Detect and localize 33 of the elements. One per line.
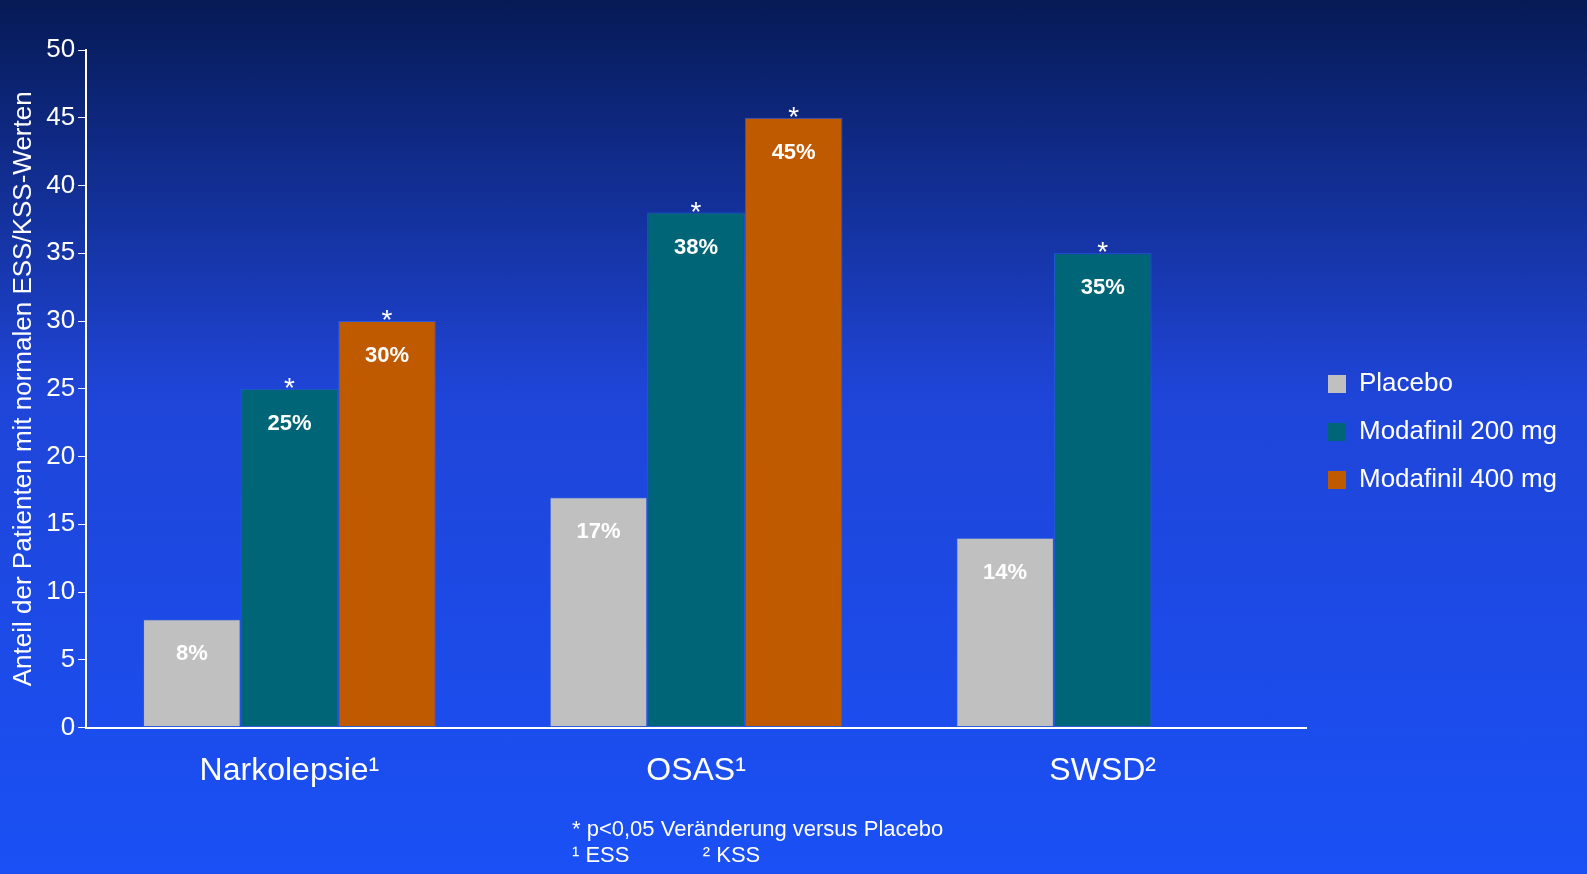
annotation: * — [381, 304, 393, 336]
data-label: 25% — [267, 409, 312, 435]
y-tick-label: 25 — [46, 371, 76, 402]
data-label: 35% — [1080, 274, 1125, 300]
y-tick-label: 30 — [46, 304, 76, 335]
y-tick-label: 20 — [46, 439, 76, 470]
x-tick-label: OSAS¹ — [646, 750, 746, 787]
legend-label: Modafinil 400 mg — [1359, 463, 1557, 494]
data-label: 17% — [576, 518, 621, 544]
legend-label: Modafinil 200 mg — [1359, 415, 1557, 446]
y-tick-label: 5 — [60, 643, 76, 674]
legend-label: Placebo — [1359, 367, 1453, 398]
data-label: 14% — [983, 558, 1028, 584]
y-tick-label: 40 — [46, 168, 76, 199]
annotation: * — [283, 371, 295, 403]
data-label: 38% — [674, 233, 719, 259]
annotation: * — [788, 100, 800, 132]
y-tick-label: 45 — [46, 100, 76, 131]
y-tick-label: 35 — [46, 236, 76, 267]
y-tick-label: 10 — [46, 575, 76, 606]
text: ¹ ESS ² KSS — [572, 842, 761, 867]
data-label: 8% — [175, 640, 208, 666]
y-tick-label: 15 — [46, 507, 76, 538]
annotation: * — [1097, 236, 1109, 268]
y-tick-label: 50 — [46, 33, 76, 64]
text: * p<0,05 Veränderung versus Placebo — [572, 816, 944, 841]
data-label: 30% — [365, 342, 410, 368]
annotation: * — [690, 195, 702, 227]
y-tick-label: 0 — [60, 710, 76, 741]
x-tick-label: Narkolepsie¹ — [199, 750, 380, 787]
x-tick-label: SWSD² — [1049, 750, 1157, 787]
y-axis-title: Anteil der Patienten mit normalen ESS/KSS-Werten — [6, 91, 37, 687]
data-label: 45% — [771, 138, 816, 164]
